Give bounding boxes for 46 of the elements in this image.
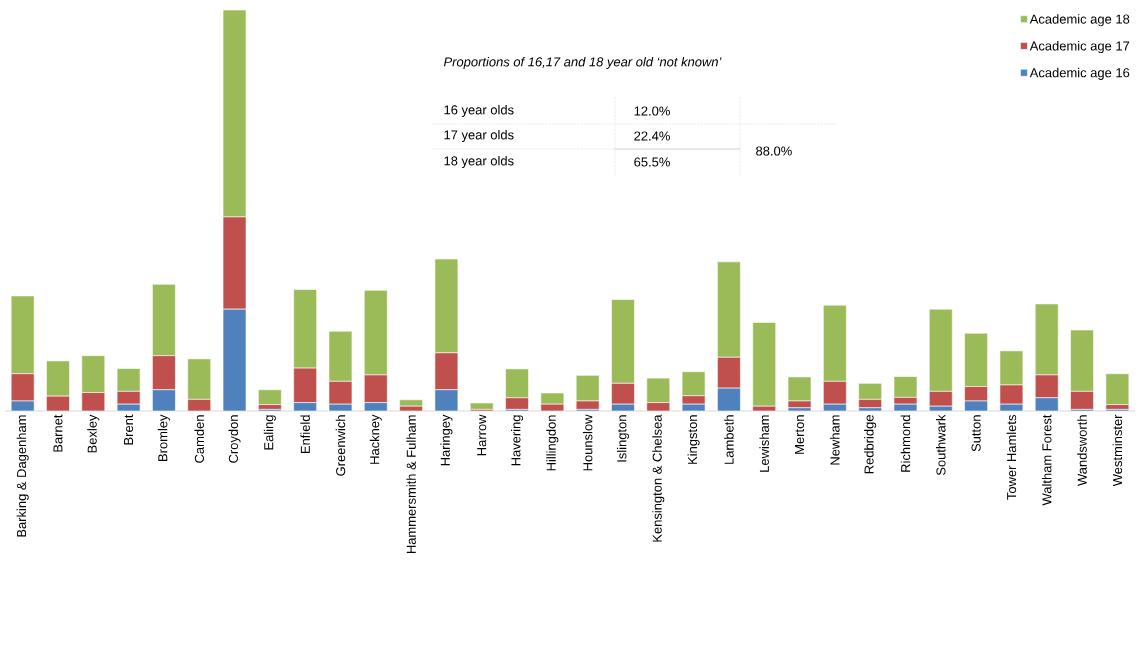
- annotation: 65.5%: [634, 157, 670, 167]
- bar: [469, 402, 494, 410]
- x-tick-label: Hounslow: [582, 414, 593, 471]
- x-tick-label: Kensington & Chelsea: [652, 414, 665, 542]
- x-tick-label: Enfield: [300, 415, 310, 454]
- legend-label: Academic age 17: [1029, 40, 1130, 54]
- x-tick-label: Ealing: [263, 415, 276, 450]
- bar: [1105, 373, 1130, 405]
- x-tick-label: Waltham Forest: [1041, 414, 1052, 506]
- x-tick-label: Havering: [510, 415, 524, 466]
- annotation: 88.0%: [756, 146, 792, 156]
- annotation: 22.4%: [634, 131, 670, 141]
- x-tick-label: Bexley: [87, 414, 100, 453]
- x-tick-label: Croydon: [228, 415, 241, 463]
- x-tick-label: Hackney: [369, 414, 382, 464]
- annotation: 12.0%: [634, 106, 670, 116]
- x-tick-label: Sutton: [971, 415, 981, 452]
- legend-label: Academic age 16: [1029, 67, 1130, 80]
- x-tick-label: Haringey: [440, 414, 453, 466]
- x-tick-label: Lewisham: [759, 415, 769, 472]
- x-tick-label: Lambeth: [724, 415, 734, 464]
- x-tick-label: Camden: [194, 415, 204, 463]
- x-tick-label: Kingston: [687, 415, 700, 464]
- x-tick-label: Barking & Dagenham: [16, 415, 29, 537]
- x-tick-label: Greenwich: [335, 415, 346, 476]
- x-tick-label: Richmond: [900, 415, 911, 472]
- x-tick-label: Brent: [124, 414, 134, 445]
- x-tick-label: Merton: [795, 415, 805, 454]
- annotation: Proportions of 16,17 and 18 year old ‘not known’: [443, 56, 722, 70]
- x-tick-label: Tower Hamlets: [1006, 415, 1017, 500]
- x-tick-label: Wandsworth: [1077, 415, 1087, 486]
- x-tick-label: Harrow: [477, 414, 487, 456]
- annotation: 16 year olds: [444, 104, 514, 118]
- x-tick-label: Islington: [616, 415, 630, 462]
- x-tick-label: Bromley: [157, 414, 170, 461]
- x-tick-label: Hillingdon: [546, 415, 559, 471]
- legend-label: Academic age 18: [1029, 14, 1130, 27]
- x-tick-label: Barnet: [53, 414, 63, 452]
- x-tick-label: Southwark: [936, 414, 946, 476]
- x-tick-label: Newham: [830, 415, 840, 465]
- x-tick-label: Hammersmith & Fulham: [406, 415, 416, 554]
- x-tick-label: Redbridge: [864, 415, 877, 474]
- annotation: 17 year olds: [444, 129, 514, 143]
- bar: [258, 389, 282, 405]
- annotation: 18 year olds: [444, 155, 514, 169]
- x-tick-label: Westminster: [1112, 414, 1123, 487]
